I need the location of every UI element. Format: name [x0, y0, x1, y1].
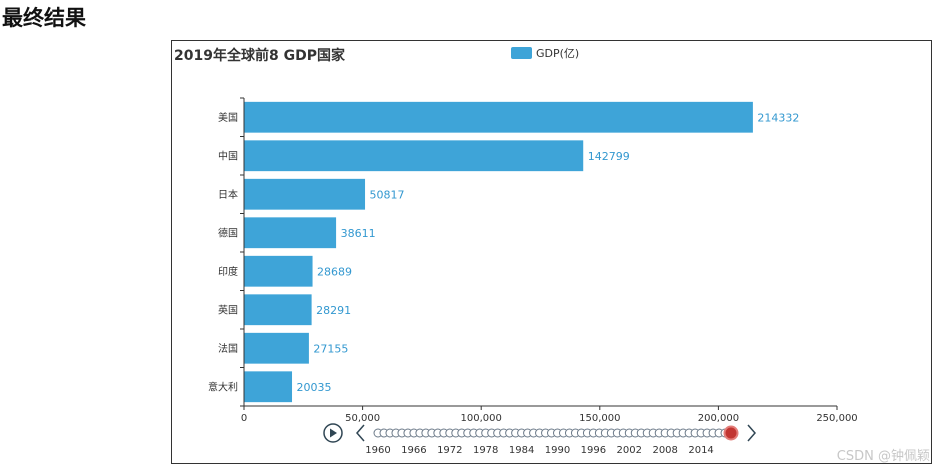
bar[interactable] — [244, 371, 293, 403]
x-tick-label: 250,000 — [816, 413, 857, 424]
timeline-year-label: 1978 — [473, 445, 498, 456]
timeline-year-label: 1966 — [401, 445, 426, 456]
bar-value-label: 27155 — [313, 342, 348, 355]
timeline-year-label: 1972 — [437, 445, 462, 456]
play-icon-glyph — [330, 428, 337, 438]
bar[interactable] — [244, 140, 584, 172]
bar-value-label: 28689 — [317, 265, 352, 278]
x-tick-label: 100,000 — [461, 413, 502, 424]
bars-group: 214332 142799 50817 38611 28689 28291 27155 200… — [244, 101, 799, 403]
category-label: 中国 — [218, 149, 238, 162]
category-label: 法国 — [218, 342, 238, 355]
timeline-current-point[interactable] — [723, 425, 739, 441]
category-label: 日本 — [218, 188, 238, 201]
chart-frame: 2019年全球前8 GDP国家 GDP(亿) 214332 142799 50817… — [171, 40, 932, 464]
play-button[interactable] — [323, 423, 343, 443]
bar[interactable] — [244, 332, 309, 364]
x-tick-label: 200,000 — [698, 413, 739, 424]
timeline-year-label: 1984 — [509, 445, 534, 456]
legend-swatch — [511, 47, 532, 59]
category-label: 英国 — [218, 303, 238, 316]
x-tick-label: 0 — [241, 413, 247, 424]
chart-svg: 2019年全球前8 GDP国家 GDP(亿) 214332 142799 50817… — [174, 47, 858, 456]
bar-value-label: 214332 — [757, 111, 799, 124]
chevron-left-icon[interactable] — [356, 424, 365, 442]
timeline-year-label: 2014 — [688, 445, 713, 456]
timeline-year-label: 1996 — [581, 445, 606, 456]
bar-value-label: 50817 — [370, 188, 405, 201]
category-label: 印度 — [218, 265, 238, 278]
bar-value-label: 20035 — [297, 381, 332, 394]
timeline-year-label: 2008 — [652, 445, 677, 456]
x-tick-label: 50,000 — [345, 413, 380, 424]
legend[interactable]: GDP(亿) — [511, 47, 579, 60]
bar[interactable] — [244, 217, 337, 249]
chart-title: 2019年全球前8 GDP国家 — [174, 47, 346, 64]
play-icon — [323, 423, 343, 443]
x-axis: 0 50,000 100,000 150,000 200,000 250,000 — [241, 405, 858, 424]
legend-label: GDP(亿) — [536, 47, 579, 60]
bar-value-label: 38611 — [341, 227, 376, 240]
chevron-right-icon[interactable] — [747, 424, 756, 442]
page-heading: 最终结果 — [2, 5, 86, 30]
x-tick-label: 150,000 — [579, 413, 620, 424]
bar[interactable] — [244, 178, 366, 210]
timeline-year-label: 2002 — [617, 445, 642, 456]
watermark: CSDN @钟佩颖 — [836, 449, 930, 464]
bar[interactable] — [244, 101, 753, 133]
bar-value-label: 28291 — [316, 304, 351, 317]
timeline-year-labels: 1960 1966 1972 1978 1984 1990 1996 2002 2008 2014 — [365, 445, 714, 456]
bar-value-label: 142799 — [588, 150, 630, 163]
bar[interactable] — [244, 255, 313, 287]
bar[interactable] — [244, 294, 312, 326]
timeline-track[interactable] — [373, 425, 739, 441]
category-label: 美国 — [218, 111, 238, 124]
timeline-year-label: 1960 — [365, 445, 390, 456]
timeline-year-label: 1990 — [545, 445, 570, 456]
category-label: 德国 — [218, 226, 238, 239]
timeline: 1960 1966 1972 1978 1984 1990 1996 2002 2008 2014 — [323, 423, 756, 456]
category-label: 意大利 — [208, 380, 238, 393]
